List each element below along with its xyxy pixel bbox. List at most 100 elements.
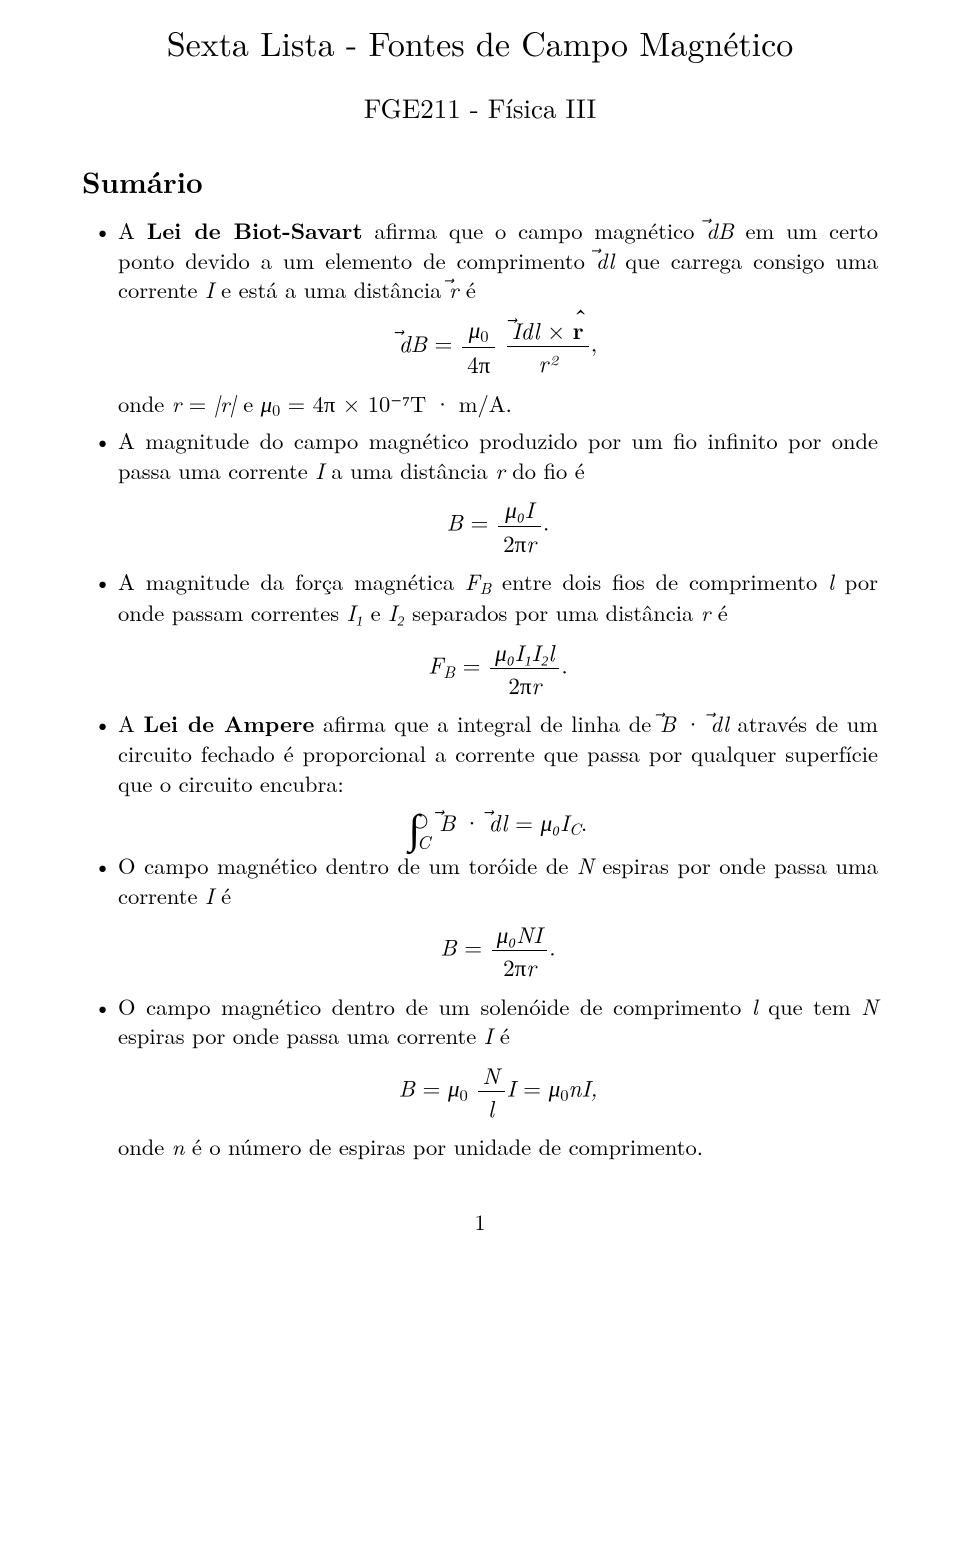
symbol-dl: dl (710, 709, 728, 739)
numerator: μ₀I₁I₂l (490, 636, 559, 669)
symbol-FB: F (465, 565, 480, 597)
denominator: l (478, 1092, 505, 1124)
term-biot-savart: Lei de Biot-Savart (147, 214, 363, 246)
symbol-n: n (172, 1130, 185, 1162)
page: Sexta Lista - Fontes de Campo Magnético … (0, 0, 960, 1277)
fraction: Idl × r r² (507, 314, 589, 379)
symbol-r: r (495, 454, 505, 486)
text: é (492, 1019, 509, 1051)
list-item: A magnitude da força magnética FB entre … (118, 567, 878, 701)
text: O campo magnético dentro de um solenóide… (118, 990, 752, 1022)
symbol-4pi: 4π (462, 348, 495, 380)
symbol-I2: I₂ (388, 596, 405, 628)
comma: , (591, 326, 597, 359)
symbol-rhat: r (573, 314, 584, 346)
symbol-N: N (577, 849, 594, 881)
text: afirma que o campo magnético (363, 214, 707, 246)
text: O campo magnético dentro de um toróide d… (118, 849, 577, 881)
symbol-I1: I₁ (347, 596, 364, 628)
text: é o número de espiras por unidade de com… (184, 1130, 703, 1162)
symbol-B: B (440, 930, 456, 963)
fraction: μ₀NI 2πr (492, 918, 548, 983)
text: afirma que a integral de linha de (314, 707, 659, 739)
equation-wire-field: B = μ₀I 2πr . (118, 493, 878, 558)
term-ampere: Lei de Ampere (144, 707, 315, 739)
symbol-FB: F (428, 647, 443, 680)
section-heading: Sumário (82, 160, 878, 202)
fraction: N l (478, 1059, 505, 1124)
subscript-zero: 0 (480, 323, 488, 347)
symbol-dl: dl (596, 246, 614, 276)
subscript-B: B (443, 659, 455, 683)
text: espiras por onde passa uma corrente (118, 1019, 484, 1051)
text: A magnitude da força magnética (118, 565, 465, 597)
symbol-nI: nI, (569, 1071, 598, 1104)
period: . (581, 805, 587, 838)
symbol-I: I (315, 454, 324, 486)
symbol-B: B (660, 709, 676, 739)
symbol-mu: μ (469, 312, 481, 345)
text: é (710, 596, 727, 628)
text: A (118, 214, 147, 246)
symbol-N: N (861, 990, 878, 1022)
equals-sign: = (464, 930, 490, 963)
equation-biot-savart: dB = μ0 4π Idl × r r² , (118, 313, 878, 381)
text: A (118, 707, 144, 739)
symbol-I: I (205, 879, 214, 911)
fraction: μ₀I₁I₂l 2πr (490, 636, 559, 701)
text: onde (118, 1130, 172, 1162)
numerator: μ₀I (498, 493, 541, 526)
document-subtitle: FGE211 - Física III (82, 88, 878, 126)
symbol-r: r (701, 596, 711, 628)
denominator: 2πr (490, 669, 559, 701)
text: é (214, 879, 231, 911)
contour-integral-icon: ∫◯C (409, 810, 420, 843)
period: . (543, 505, 549, 538)
symbol-dB: dB (706, 216, 733, 246)
list-item: A Lei de Biot-Savart afirma que o campo … (118, 216, 878, 420)
numerator: μ₀NI (492, 918, 548, 951)
list-item: O campo magnético dentro de um toróide d… (118, 851, 878, 984)
summary-list: A Lei de Biot-Savart afirma que o campo … (82, 216, 878, 1162)
text: é (458, 273, 475, 305)
subscript-C: C (569, 816, 581, 840)
symbol-mu0IC: μ₀I (541, 805, 569, 838)
text: e está a uma distância (214, 273, 449, 305)
list-item: O campo magnético dentro de um solenóide… (118, 992, 878, 1162)
symbol-dB: dB (399, 327, 427, 359)
fraction: μ0 4π (462, 313, 495, 381)
text: que tem (758, 990, 862, 1022)
mu0-value: 4π × 10⁻⁷T · m/A. (313, 387, 512, 419)
text: entre dois fios de comprimento (491, 565, 828, 597)
page-number: 1 (82, 1206, 878, 1237)
document-title: Sexta Lista - Fontes de Campo Magnético (82, 18, 878, 66)
period: . (549, 930, 555, 963)
symbol-B: B (399, 1071, 415, 1104)
text: e (363, 596, 388, 628)
text: onde (118, 387, 172, 419)
denominator: 2πr (498, 527, 541, 559)
symbol-absr: |r⃗| (214, 387, 236, 419)
symbol-mu0: μ (261, 387, 272, 419)
equals-sign: = (463, 647, 489, 680)
text: e (236, 387, 261, 419)
symbol-r: r (449, 275, 459, 305)
period: . (561, 647, 567, 680)
symbol-r: r (172, 387, 182, 419)
fraction: μ₀I 2πr (498, 493, 541, 558)
equation-force-wires: FB = μ₀I₁I₂l 2πr . (118, 636, 878, 701)
equation-toroid: B = μ₀NI 2πr . (118, 918, 878, 983)
list-item: A magnitude do campo magnético produzido… (118, 426, 878, 559)
equation-solenoid: B = μ0 N l I = μ0nI, (118, 1059, 878, 1124)
symbol-dl: dl (489, 806, 508, 838)
denominator: 2πr (492, 951, 548, 983)
equation-ampere: ∫◯C B · dl = μ₀IC. (118, 806, 878, 843)
symbol-B: B (447, 505, 463, 538)
numerator: N (478, 1059, 505, 1092)
list-item: A Lei de Ampere afirma que a integral de… (118, 709, 878, 843)
symbol-Idl: Idl (512, 314, 540, 346)
text: separados por uma distância (405, 596, 701, 628)
symbol-B: B (439, 806, 455, 838)
text: do fio é (505, 454, 585, 486)
symbol-r2: r² (507, 347, 589, 379)
